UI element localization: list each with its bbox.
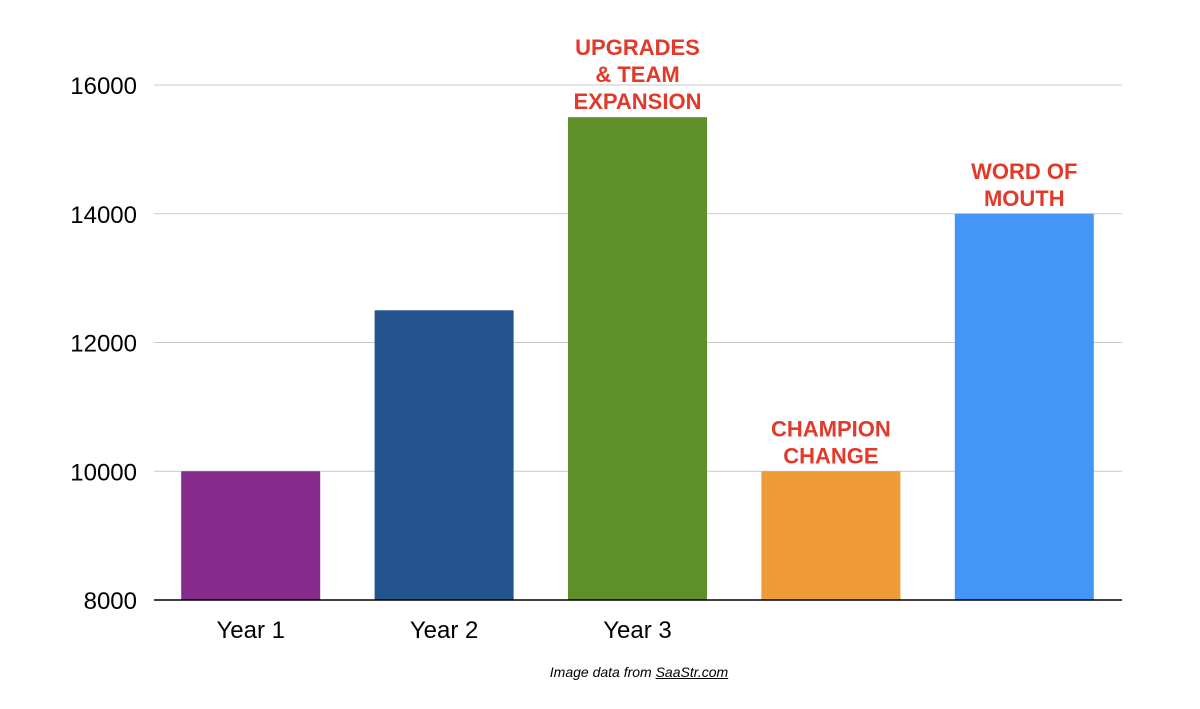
source-prefix: Image data from <box>549 664 656 680</box>
bar-annotation: MOUTH <box>984 186 1065 211</box>
bar-annotation: WORD OF <box>971 159 1077 184</box>
labels: 8000 10000 12000 14000 16000 Year 1 Year 2 Year… <box>70 73 672 644</box>
y-tick-label: 10000 <box>70 459 137 486</box>
bar <box>374 310 514 600</box>
y-tick-label: 14000 <box>70 202 137 229</box>
source-note: Image data from SaaStr.com <box>0 664 1200 680</box>
bar-annotation: & TEAM <box>595 62 679 87</box>
x-tick-label: Year 1 <box>216 617 285 644</box>
bar <box>568 117 707 600</box>
y-tick-label: 8000 <box>84 588 137 615</box>
bar <box>761 471 901 600</box>
bars <box>181 117 1094 600</box>
bar-annotation: CHAMPION <box>771 416 891 441</box>
x-tick-label: Year 2 <box>410 617 479 644</box>
y-tick-label: 12000 <box>70 331 137 358</box>
y-tick-label: 16000 <box>70 73 137 100</box>
bar-annotation: EXPANSION <box>574 89 702 114</box>
bar <box>954 213 1094 600</box>
bar <box>181 471 321 600</box>
bar-annotation: UPGRADES <box>575 35 700 60</box>
bar-annotation: CHANGE <box>783 443 878 468</box>
source-link[interactable]: SaaStr.com <box>655 664 729 680</box>
x-tick-label: Year 3 <box>603 617 672 644</box>
